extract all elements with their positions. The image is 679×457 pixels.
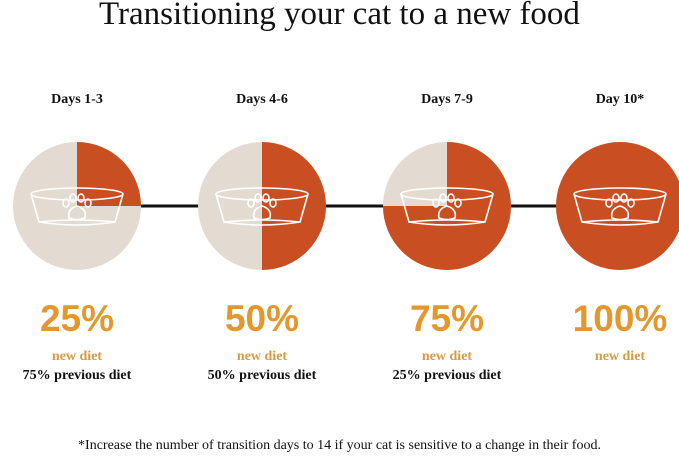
- new-diet-label: new diet: [594, 349, 646, 364]
- previous-diet-label: 50% previous diet: [207, 368, 317, 383]
- cat-food-bowl-with-paw-icon: [573, 187, 667, 226]
- new-food-portion: [77, 142, 141, 206]
- cat-food-bowl-with-paw-icon: [400, 187, 494, 226]
- new-food-portion: [556, 142, 679, 270]
- new-percent: 100%: [572, 298, 668, 339]
- new-percent: 75%: [409, 298, 485, 339]
- stage-label: Days 4-6: [236, 92, 288, 107]
- previous-diet-label: 25% previous diet: [392, 368, 502, 383]
- new-percent: 25%: [39, 298, 115, 339]
- stage-label: Day 10*: [595, 92, 645, 107]
- stage-label: Days 7-9: [421, 92, 473, 107]
- new-food-portion: [262, 142, 326, 270]
- new-diet-label: new diet: [236, 349, 288, 364]
- previous-diet-label: 75% previous diet: [22, 368, 132, 383]
- page-title: Transitioning your cat to a new food: [99, 0, 580, 32]
- cat-food-bowl-with-paw-icon: [30, 187, 124, 226]
- new-percent: 50%: [224, 298, 300, 339]
- stage-label: Days 1-3: [51, 92, 103, 107]
- cat-food-bowl-with-paw-icon: [215, 187, 309, 226]
- footnote: *Increase the number of transition days …: [78, 438, 601, 453]
- new-diet-label: new diet: [421, 349, 473, 364]
- new-diet-label: new diet: [51, 349, 103, 364]
